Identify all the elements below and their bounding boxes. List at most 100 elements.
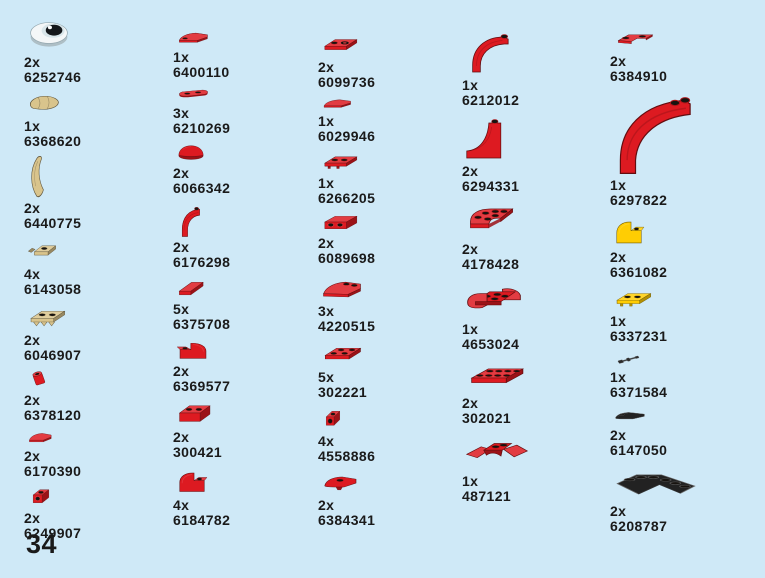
part-number: 6184782	[173, 512, 231, 528]
dome-tile-icon	[175, 140, 318, 164]
part-item: 1x 6029946	[318, 94, 462, 144]
part-number: 6337231	[610, 328, 668, 344]
part-item: 2x 6252746	[24, 13, 173, 85]
part-number: 6066342	[173, 180, 231, 196]
part-number: 6147050	[610, 442, 668, 458]
part-item: 2x 4178428	[462, 198, 610, 272]
part-item: 1x 6212012	[462, 26, 610, 108]
part-item: 5x 302221	[318, 338, 462, 400]
part-quantity: 4x	[24, 266, 41, 282]
part-quantity: 5x	[173, 301, 190, 317]
part-quantity: 2x	[173, 363, 190, 379]
plate-2x2-icon	[320, 338, 462, 368]
part-item: 2x 6089698	[318, 210, 462, 266]
parts-column: 1x 6212012 2x 6294331 2x 4178428 1x 4653024 2x 30…	[462, 0, 610, 578]
part-number: 6029946	[318, 128, 376, 144]
bow-plate-icon	[320, 94, 462, 112]
part-item: 2x 6170390	[24, 427, 173, 479]
part-quantity: 2x	[610, 427, 627, 443]
curved-brick-icon	[175, 336, 318, 362]
part-number: 6297822	[610, 192, 668, 208]
part-quantity: 1x	[610, 177, 627, 193]
part-number: 300421	[173, 444, 223, 460]
side-stud-brick-icon	[26, 483, 173, 509]
part-item: 1x 6400110	[173, 26, 318, 80]
part-number: 6249907	[24, 525, 82, 541]
part-item: 1x 6266205	[318, 148, 462, 206]
arch-brick-icon	[464, 26, 610, 76]
part-quantity: 2x	[173, 239, 190, 255]
slope-brick-icon	[175, 274, 318, 300]
part-number: 6143058	[24, 281, 82, 297]
part-number: 6371584	[610, 384, 668, 400]
part-item: 2x 6176298	[173, 200, 318, 270]
part-item: 2x 6046907	[24, 301, 173, 363]
part-number: 6208787	[610, 518, 668, 534]
curved-slope-2x2-icon	[320, 270, 462, 302]
inverted-arch-icon	[464, 112, 610, 162]
part-item: 1x 6368620	[24, 89, 173, 149]
ring-plate-icon	[320, 30, 462, 58]
part-number: 6170390	[24, 463, 82, 479]
part-item: 2x 6066342	[173, 140, 318, 196]
part-item: 4x 6184782	[173, 464, 318, 528]
part-quantity: 1x	[610, 369, 627, 385]
part-quantity: 1x	[462, 321, 479, 337]
round-plate-icon	[175, 84, 318, 104]
part-quantity: 2x	[24, 200, 41, 216]
part-quantity: 2x	[318, 235, 335, 251]
part-number: 4178428	[462, 256, 520, 272]
part-quantity: 1x	[318, 175, 335, 191]
corner-plate-icon	[612, 26, 700, 52]
part-number: 6384910	[610, 68, 668, 84]
part-item: 2x 302021	[462, 356, 610, 426]
part-quantity: 4x	[318, 433, 335, 449]
part-number: 6440775	[24, 215, 82, 231]
part-quantity: 2x	[318, 59, 335, 75]
part-quantity: 2x	[610, 53, 627, 69]
stud-hole-brick-icon	[320, 404, 462, 432]
part-item: 2x 6294331	[462, 112, 610, 194]
round-eye-tile-icon	[26, 13, 173, 53]
brick-1x2-icon	[175, 398, 318, 428]
parts-column: 2x 6252746 1x 6368620 2x 6440775 4x 6143058 2x 60…	[24, 0, 173, 578]
part-quantity: 1x	[24, 118, 41, 134]
part-item: 2x 6361082	[610, 212, 700, 280]
clip-plate-icon	[26, 235, 173, 265]
part-item: 4x 6143058	[24, 235, 173, 297]
part-quantity: 2x	[318, 497, 335, 513]
part-quantity: 3x	[318, 303, 335, 319]
clip-plate-icon	[320, 148, 462, 174]
part-quantity: 1x	[462, 77, 479, 93]
part-quantity: 2x	[24, 448, 41, 464]
part-item: 1x 6337231	[610, 284, 700, 344]
part-number: 6252746	[24, 69, 82, 85]
round-brick-icon	[26, 367, 173, 391]
inverted-mudguard-icon	[464, 430, 610, 472]
part-number: 6375708	[173, 316, 231, 332]
part-quantity: 1x	[318, 113, 335, 129]
part-number: 487121	[462, 488, 512, 504]
part-item: 1x 6371584	[610, 348, 700, 400]
side-studs-brick-icon	[320, 210, 462, 234]
round-corner-plate-icon	[464, 198, 610, 240]
croissant-icon	[26, 89, 173, 117]
part-item: 4x 4558886	[318, 404, 462, 464]
part-number: 6369577	[173, 378, 231, 394]
part-item: 2x 6208787	[610, 462, 700, 534]
part-quantity: 2x	[462, 241, 479, 257]
part-number: 6210269	[173, 120, 231, 136]
curved-plate-icon	[612, 404, 700, 426]
part-quantity: 3x	[173, 105, 190, 121]
part-quantity: 2x	[610, 503, 627, 519]
bow-wedge-plate-icon	[175, 26, 318, 48]
part-item: 2x 6378120	[24, 367, 173, 423]
part-number: 6046907	[24, 347, 82, 363]
part-quantity: 2x	[24, 392, 41, 408]
bow-plate-icon	[26, 427, 173, 447]
part-quantity: 2x	[24, 510, 41, 526]
part-number: 6361082	[610, 264, 668, 280]
angled-wing-plate-icon	[612, 462, 700, 502]
